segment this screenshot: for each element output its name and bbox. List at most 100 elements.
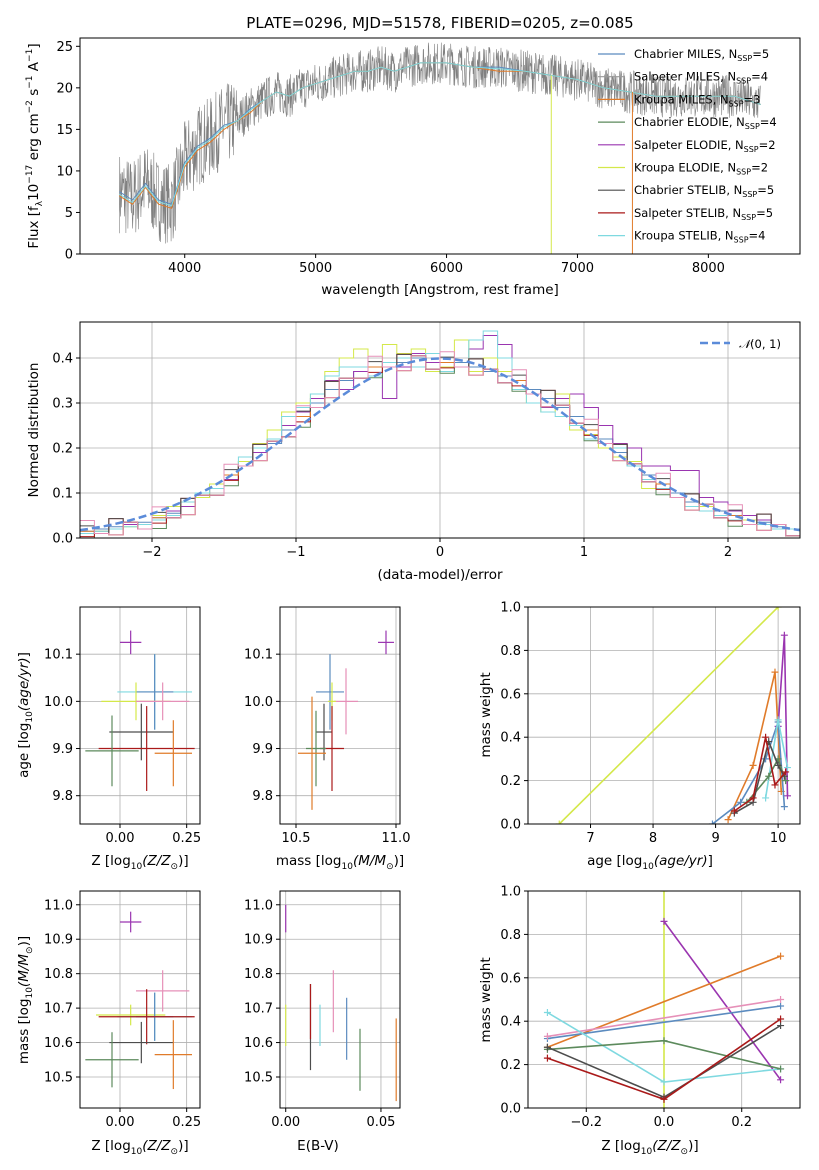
weight-marker — [749, 794, 757, 802]
x-tick-label: 8 — [649, 831, 657, 846]
age-x-label: age [log10(age/yr)] — [587, 853, 713, 872]
y-tick-label: 0.4 — [52, 352, 73, 367]
weight-marker — [708, 820, 716, 824]
metallicity-age-axes: 0.00 0.25 9.8 9.9 10.0 10.1 — [44, 606, 201, 846]
normal-curve-line — [80, 357, 800, 532]
x-tick-label: −2 — [142, 545, 161, 560]
legend-entry: Salpeter MILES, NSSP=4 — [634, 70, 768, 86]
x-tick-label: 8000 — [692, 261, 725, 276]
axes-frame — [527, 890, 801, 1109]
x-tick-label: 0.00 — [106, 1115, 135, 1130]
y-tick-label: 10.0 — [244, 695, 273, 710]
legend-entry: Kroupa ELODIE, NSSP=2 — [634, 161, 768, 177]
x-tick-label: 10.5 — [282, 831, 311, 846]
x-tick-label: 1 — [580, 545, 588, 560]
weight-marker — [660, 1078, 668, 1086]
y-tick-label: 10.1 — [44, 648, 73, 663]
weight-marker — [780, 803, 788, 811]
weight-series-line — [663, 920, 782, 1081]
weight-marker — [737, 798, 745, 806]
weight-series-line — [547, 998, 781, 1038]
axes-frame — [279, 890, 401, 1109]
weight-marker — [777, 952, 785, 960]
y-tick-label: 10.7 — [244, 1002, 273, 1017]
axes-frame — [79, 321, 801, 539]
y-tick-label: 1.0 — [500, 601, 521, 616]
x-tick-label: 2 — [724, 545, 732, 560]
y-tick-label: 10.8 — [244, 967, 273, 982]
weight-marker — [543, 1032, 551, 1040]
y-tick-label: 11.0 — [44, 898, 73, 913]
weight-marker — [783, 792, 791, 800]
weight-marker — [777, 1015, 785, 1023]
age-y-label: age [log10(age/yr)] — [16, 652, 35, 778]
weight-marker — [543, 1009, 551, 1017]
legend-entry: Chabrier MILES, NSSP=5 — [634, 47, 769, 63]
spectrum-y-label: Flux [fλ10−17 erg cm−2 s−1 A−1] — [25, 43, 45, 248]
y-tick-label: 0.0 — [52, 532, 73, 547]
x-tick-label: 10 — [770, 831, 787, 846]
observed-spectrum-line — [119, 42, 761, 244]
y-tick-label: 10.1 — [244, 648, 273, 663]
mass-weight-y-label-bottom: mass weight — [478, 957, 494, 1042]
y-tick-label: 0.4 — [500, 1015, 521, 1030]
weight-series-line — [547, 1005, 781, 1040]
axes-frame — [79, 890, 201, 1109]
weight-marker — [724, 816, 732, 824]
x-tick-label: 0.00 — [271, 1115, 300, 1130]
y-tick-label: 0.2 — [500, 774, 521, 789]
weight-marker — [730, 807, 738, 815]
weight-series-line — [746, 756, 787, 803]
histogram-x-label: (data-model)/error — [377, 567, 503, 583]
x-tick-label: 7 — [586, 831, 594, 846]
y-tick-label: 0.3 — [52, 397, 73, 412]
y-tick-label: 0.0 — [500, 1102, 521, 1117]
legend-entry: Chabrier STELIB, NSSP=5 — [634, 183, 774, 199]
weight-marker — [749, 761, 757, 769]
y-tick-label: 0.1 — [52, 487, 73, 502]
weight-marker — [543, 1054, 551, 1062]
y-tick-label: 10.5 — [44, 1071, 73, 1086]
axes-frame — [527, 606, 801, 825]
weight-marker — [660, 1095, 668, 1103]
y-tick-label: 10.8 — [44, 967, 73, 982]
x-tick-label: 11.0 — [382, 831, 411, 846]
y-tick-label: 10.9 — [44, 933, 73, 948]
axes-frame — [279, 606, 401, 825]
x-tick-label: 7000 — [561, 261, 594, 276]
legend-entry: Salpeter STELIB, NSSP=5 — [634, 206, 773, 222]
x-tick-label: 0.00 — [106, 831, 135, 846]
y-tick-label: 15 — [56, 123, 73, 138]
y-tick-label: 0.8 — [500, 928, 521, 943]
y-tick-label: 10 — [56, 164, 73, 179]
y-tick-label: 0.6 — [500, 971, 521, 986]
figure-title: PLATE=0296, MJD=51578, FIBERID=0205, z=0… — [246, 14, 633, 32]
weight-marker — [777, 996, 785, 1003]
y-tick-label: 9.8 — [52, 789, 73, 804]
y-tick-label: 10.0 — [44, 695, 73, 710]
weight-marker — [660, 1104, 668, 1108]
y-tick-label: 20 — [56, 81, 73, 96]
weight-marker — [774, 761, 782, 769]
x-tick-label: 0 — [436, 545, 444, 560]
y-tick-label: 10.6 — [244, 1036, 273, 1051]
line-plot — [543, 891, 785, 1108]
x-tick-label: 5000 — [299, 261, 332, 276]
model-series-line — [119, 62, 761, 207]
weight-series-line — [547, 955, 781, 1048]
y-tick-label: 9.8 — [252, 789, 273, 804]
weight-marker — [555, 820, 563, 824]
mass-y-label: mass [log10(M/M⊙)] — [16, 936, 35, 1064]
y-tick-label: 9.9 — [252, 742, 273, 757]
x-tick-label: 6000 — [430, 261, 463, 276]
y-tick-label: 0 — [65, 248, 73, 263]
weight-marker — [660, 891, 668, 895]
legend-entry: 𝒩(0, 1) — [739, 337, 781, 351]
weight-marker — [782, 768, 790, 776]
x-tick-label: 0.25 — [172, 831, 201, 846]
y-tick-label: 10.5 — [244, 1071, 273, 1086]
spectrum-plot — [119, 42, 761, 254]
weight-marker — [660, 917, 668, 925]
y-tick-label: 5 — [65, 206, 73, 221]
z-x-label-top: Z [log10(Z/Z⊙)] — [91, 853, 188, 872]
